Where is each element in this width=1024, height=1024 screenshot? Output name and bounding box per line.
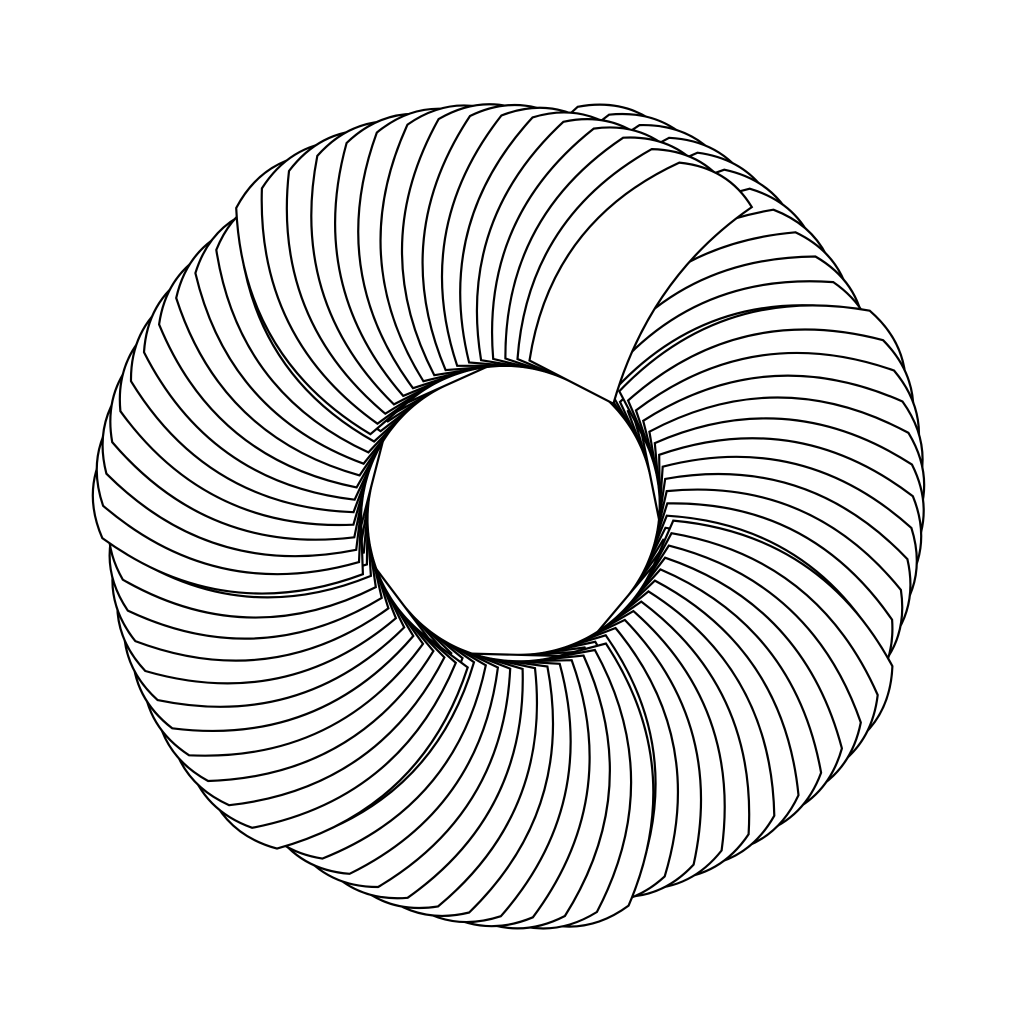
fin-arm-7-blade-16 xyxy=(528,161,754,406)
fin-group xyxy=(91,103,926,930)
